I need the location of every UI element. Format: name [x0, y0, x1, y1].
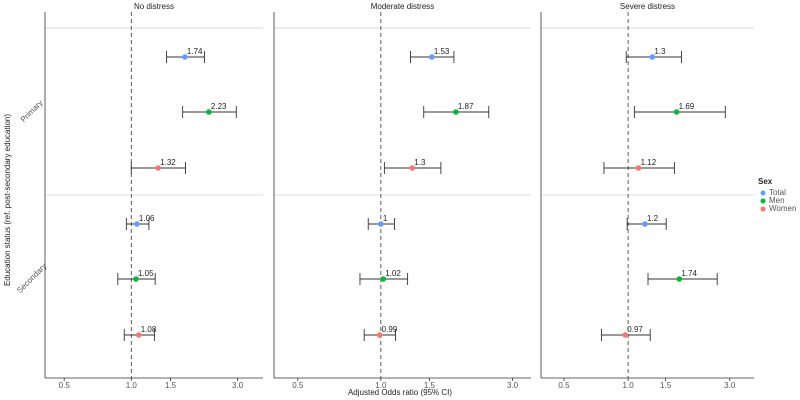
y-tick-label: Secondary — [15, 262, 48, 295]
point — [376, 332, 383, 338]
legend-marker — [760, 198, 766, 204]
point — [635, 165, 642, 171]
value-label: 0.99 — [382, 325, 398, 334]
point — [409, 165, 416, 171]
legend-label: Total — [769, 188, 786, 197]
point — [378, 221, 384, 227]
point — [134, 221, 140, 227]
x-tick-label: 3.0 — [232, 381, 244, 390]
legend-title: Sex — [758, 177, 773, 186]
y-axis-label: Education status (ref. post-secondary ed… — [3, 114, 12, 286]
x-tick-label: 0.5 — [59, 381, 71, 390]
point — [676, 276, 683, 282]
x-tick-label: 1.5 — [165, 381, 177, 390]
point — [453, 109, 459, 115]
point — [155, 165, 161, 171]
value-label: 1.87 — [458, 102, 474, 111]
value-label: 1.74 — [187, 47, 203, 56]
x-tick-label: 1.5 — [660, 381, 672, 390]
value-label: 1.2 — [647, 214, 659, 223]
value-label: 1.53 — [434, 47, 450, 56]
panel-title: Moderate distress — [371, 2, 435, 11]
x-tick-label: 3.0 — [507, 381, 519, 390]
value-label: 0.97 — [627, 325, 643, 334]
panel-title: No distress — [134, 2, 174, 11]
x-axis-label: Adjusted Odds ratio (95% CI) — [348, 388, 452, 397]
point — [673, 109, 680, 115]
point — [380, 276, 387, 282]
value-label: 1.3 — [414, 158, 426, 167]
value-label: 1.69 — [679, 102, 695, 111]
panel-title: Severe distress — [620, 2, 675, 11]
x-tick-label: 1.0 — [623, 381, 635, 390]
y-tick-label: Primary — [19, 98, 45, 124]
point — [642, 221, 648, 227]
value-label: 1.02 — [385, 269, 401, 278]
value-label: 1.05 — [138, 269, 154, 278]
point — [133, 276, 139, 282]
value-label: 1.08 — [141, 325, 157, 334]
x-tick-label: 1.0 — [375, 381, 387, 390]
x-tick-label: 0.5 — [558, 381, 570, 390]
point — [429, 54, 435, 60]
value-label: 2.23 — [211, 102, 227, 111]
x-tick-label: 1.5 — [424, 381, 436, 390]
value-label: 1.12 — [641, 158, 657, 167]
value-label: 1.3 — [654, 47, 666, 56]
value-label: 1.06 — [139, 214, 155, 223]
x-tick-label: 0.5 — [292, 381, 304, 390]
value-label: 1.32 — [160, 158, 176, 167]
legend-label: Women — [769, 204, 796, 213]
x-tick-label: 1.0 — [126, 381, 138, 390]
point — [206, 109, 212, 115]
point — [649, 54, 656, 60]
value-label: 1 — [383, 214, 388, 223]
legend-label: Men — [769, 196, 785, 205]
point — [182, 54, 188, 60]
point — [135, 332, 142, 338]
legend-marker — [760, 190, 766, 196]
point — [622, 332, 629, 338]
legend-marker — [760, 206, 766, 212]
value-label: 1.74 — [681, 269, 697, 278]
x-tick-label: 3.0 — [724, 381, 736, 390]
